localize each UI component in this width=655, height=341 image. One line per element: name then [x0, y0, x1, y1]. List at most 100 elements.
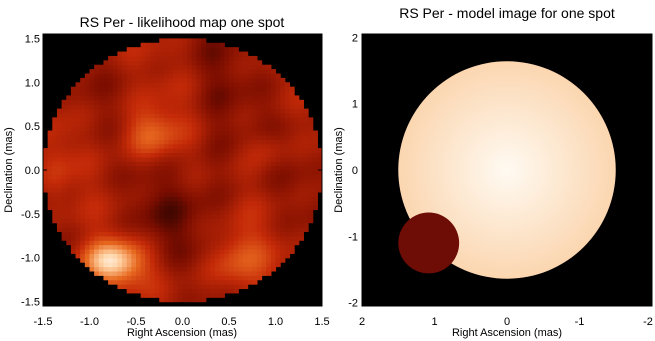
heatmap-cell [252, 279, 258, 285]
heatmap-cell [298, 165, 304, 171]
heatmap-cell [177, 69, 184, 75]
heatmap-cell [205, 82, 211, 88]
heatmap-cell [149, 112, 156, 118]
heatmap-cell [126, 99, 132, 105]
heatmap-cell [275, 77, 281, 83]
heatmap-cell [163, 270, 170, 276]
heatmap-cell [131, 51, 137, 57]
heatmap-cell [103, 257, 109, 263]
heatmap-cell [215, 82, 221, 88]
heatmap-cell [233, 156, 239, 162]
heatmap-cell [136, 275, 142, 281]
heatmap-cell [56, 200, 63, 206]
heatmap-cell [126, 288, 132, 294]
heatmap-cell [173, 222, 179, 228]
y-tick-label: -0.5 [21, 209, 40, 221]
heatmap-cell [103, 205, 109, 211]
heatmap-cell [75, 218, 81, 224]
heatmap-cell [182, 248, 188, 254]
heatmap-cell [126, 126, 132, 132]
heatmap-cell [210, 178, 216, 184]
heatmap-cell [303, 191, 309, 197]
heatmap-cell [159, 99, 165, 105]
heatmap-cell [80, 91, 86, 97]
heatmap-cell [219, 95, 225, 101]
heatmap-cell [201, 297, 207, 303]
heatmap-cell [270, 170, 277, 175]
heatmap-cell [219, 200, 225, 206]
heatmap-cell [210, 275, 216, 281]
heatmap-cell [229, 112, 235, 118]
heatmap-cell [196, 244, 202, 250]
heatmap-cell [205, 262, 211, 268]
heatmap-cell [247, 262, 253, 268]
heatmap-cell [108, 200, 114, 206]
heatmap-cell [140, 126, 146, 132]
heatmap-cell [238, 174, 244, 180]
heatmap-cell [215, 104, 221, 110]
heatmap-cell [149, 64, 156, 70]
heatmap-cell [140, 200, 146, 206]
heatmap-cell [294, 200, 300, 206]
heatmap-cell [117, 178, 123, 184]
heatmap-cell [177, 284, 184, 290]
heatmap-cell [149, 69, 156, 75]
heatmap-cell [219, 191, 225, 197]
heatmap-cell [224, 266, 230, 272]
heatmap-cell [238, 279, 244, 285]
heatmap-cell [201, 231, 207, 237]
heatmap-cell [298, 99, 304, 105]
heatmap-cell [289, 205, 295, 211]
heatmap-cell [75, 231, 81, 237]
heatmap-cell [242, 205, 249, 211]
heatmap-cell [173, 104, 179, 110]
heatmap-cell [80, 183, 86, 189]
heatmap-cell [266, 240, 272, 246]
heatmap-cell [266, 134, 272, 140]
heatmap-cell [215, 174, 221, 180]
heatmap-cell [177, 104, 184, 110]
heatmap-cell [70, 183, 77, 189]
heatmap-cell [80, 191, 86, 197]
heatmap-cell [154, 244, 160, 250]
heatmap-cell [103, 112, 109, 118]
heatmap-cell [196, 148, 202, 154]
heatmap-cell [294, 213, 300, 219]
heatmap-cell [215, 266, 221, 272]
heatmap-cell [247, 266, 253, 272]
y-tick-label: -1.0 [21, 253, 40, 265]
heatmap-cell [117, 240, 123, 246]
heatmap-cell [294, 196, 300, 202]
heatmap-cell [136, 60, 142, 66]
heatmap-cell [140, 253, 146, 259]
heatmap-cell [224, 209, 230, 215]
heatmap-cell [298, 183, 304, 189]
heatmap-cell [163, 292, 170, 298]
heatmap-cell [224, 218, 230, 224]
heatmap-cell [191, 91, 198, 97]
heatmap-cell [317, 152, 322, 158]
heatmap-cell [103, 183, 109, 189]
heatmap-cell [98, 235, 105, 241]
heatmap-cell [136, 73, 142, 79]
x-tick-label: -2 [643, 316, 653, 328]
heatmap-cell [205, 99, 211, 105]
heatmap-cell [75, 191, 81, 197]
heatmap-cell [103, 174, 109, 180]
heatmap-cell [173, 257, 179, 263]
heatmap-cell [149, 73, 156, 79]
heatmap-cell [284, 187, 291, 193]
heatmap-cell [261, 108, 267, 114]
heatmap-cell [84, 187, 91, 193]
heatmap-cell [163, 209, 170, 215]
heatmap-cell [182, 297, 188, 303]
heatmap-cell [187, 82, 193, 88]
heatmap-cell [205, 257, 211, 263]
heatmap-cell [196, 196, 202, 202]
heatmap-cell [182, 95, 188, 101]
heatmap-cell [182, 235, 188, 241]
heatmap-cell [163, 47, 170, 53]
heatmap-cell [80, 205, 86, 211]
heatmap-cell [191, 270, 198, 276]
heatmap-cell [94, 231, 100, 237]
